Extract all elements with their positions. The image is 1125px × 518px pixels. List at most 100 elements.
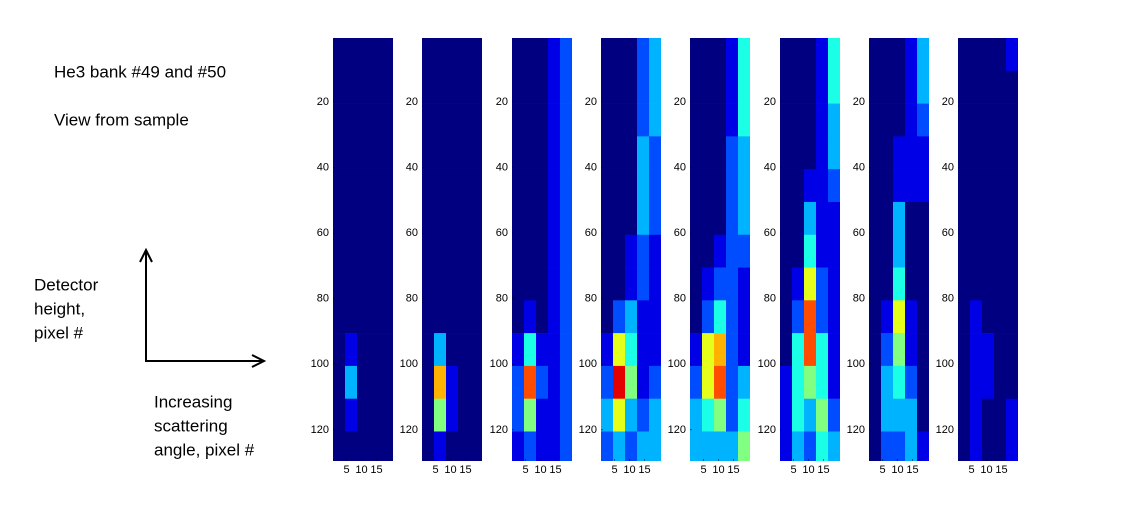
heat-cell — [828, 169, 840, 203]
x-tick-label: 5 — [611, 464, 617, 476]
heat-cell — [982, 70, 995, 104]
heat-cell — [422, 431, 435, 461]
heat-cell — [702, 267, 715, 301]
heat-cell — [828, 398, 840, 432]
heat-cell — [690, 136, 703, 170]
heat-cell — [816, 398, 829, 432]
heat-cell — [625, 169, 638, 203]
heat-cell — [792, 136, 805, 170]
heat-cell — [357, 201, 370, 236]
heat-cell — [446, 136, 459, 170]
heat-cell — [828, 365, 840, 399]
heat-cell — [804, 136, 817, 170]
y-tick-label: 80 — [317, 293, 329, 305]
heat-cell — [869, 169, 882, 203]
y-tick-label: 20 — [406, 96, 418, 108]
heatmap-panel — [333, 38, 393, 461]
y-tick-label: 100 — [936, 358, 954, 370]
heat-cell — [357, 70, 370, 104]
heat-cell — [524, 234, 537, 268]
heat-cell — [560, 267, 572, 301]
heat-cell — [1006, 234, 1018, 268]
heat-cell — [422, 365, 435, 399]
heat-cell — [738, 103, 750, 137]
heat-cell — [524, 201, 537, 236]
heat-cell — [905, 201, 918, 236]
heat-cell — [548, 234, 561, 268]
heat-cell — [446, 169, 459, 203]
heat-cell — [357, 398, 370, 432]
heat-cell — [333, 398, 346, 432]
x-tick-label: 15 — [995, 464, 1007, 476]
heat-cell — [702, 103, 715, 137]
x-tick-label: 10 — [534, 464, 546, 476]
heat-cell — [512, 169, 525, 203]
x-tick-label: 15 — [727, 464, 739, 476]
heat-cell — [869, 234, 882, 268]
heat-cell — [828, 300, 840, 334]
heat-cell — [434, 201, 447, 236]
heat-cell — [512, 431, 525, 461]
heat-cell — [345, 365, 358, 399]
heat-cell — [422, 169, 435, 203]
heat-cell — [357, 300, 370, 334]
y-tick-label: 60 — [674, 227, 686, 239]
heat-cell — [994, 431, 1007, 461]
heat-cell — [458, 169, 471, 203]
heat-cell — [649, 300, 661, 334]
heat-cell — [333, 103, 346, 137]
heat-cell — [816, 300, 829, 334]
heat-cell — [738, 70, 750, 104]
heat-cell — [869, 333, 882, 367]
heat-cell — [434, 70, 447, 104]
heat-cell — [422, 234, 435, 268]
heat-cell — [637, 267, 650, 301]
heat-cell — [381, 103, 393, 137]
heat-cell — [458, 300, 471, 334]
heat-cell — [970, 103, 983, 137]
heat-cell — [994, 70, 1007, 104]
heat-cell — [869, 201, 882, 236]
heat-cell — [333, 300, 346, 334]
heat-cell — [714, 365, 727, 399]
subtitle: View from sample — [54, 110, 189, 129]
heat-cell — [458, 234, 471, 268]
heat-cell — [690, 70, 703, 104]
heat-cell — [637, 234, 650, 268]
heat-cell — [381, 300, 393, 334]
heatmap-panel — [422, 38, 482, 461]
heat-cell — [804, 169, 817, 203]
x-tick-label: 5 — [790, 464, 796, 476]
heat-cell — [613, 38, 626, 72]
heat-cell — [982, 169, 995, 203]
heat-cell — [512, 201, 525, 236]
heat-cell — [422, 333, 435, 367]
heat-cell — [381, 398, 393, 432]
heat-cell — [601, 365, 614, 399]
heat-cell — [881, 431, 894, 461]
heat-cell — [714, 300, 727, 334]
heat-cell — [881, 169, 894, 203]
heat-cell — [613, 333, 626, 367]
heat-cell — [601, 300, 614, 334]
heat-cell — [1006, 169, 1018, 203]
heat-cell — [613, 70, 626, 104]
heat-cell — [738, 267, 750, 301]
heat-cell — [548, 70, 561, 104]
heat-cell — [434, 38, 447, 72]
heat-cell — [649, 267, 661, 301]
heat-cell — [345, 267, 358, 301]
heat-cell — [780, 365, 793, 399]
heat-cell — [726, 169, 739, 203]
heat-cell — [1006, 300, 1018, 334]
heat-cell — [816, 103, 829, 137]
heat-cell — [357, 103, 370, 137]
heat-cell — [601, 201, 614, 236]
heat-cell — [524, 103, 537, 137]
x-tick-label: 15 — [370, 464, 382, 476]
heat-cell — [816, 38, 829, 72]
heat-cell — [369, 431, 382, 461]
heat-cell — [792, 38, 805, 72]
heat-cell — [601, 103, 614, 137]
heat-cell — [702, 136, 715, 170]
